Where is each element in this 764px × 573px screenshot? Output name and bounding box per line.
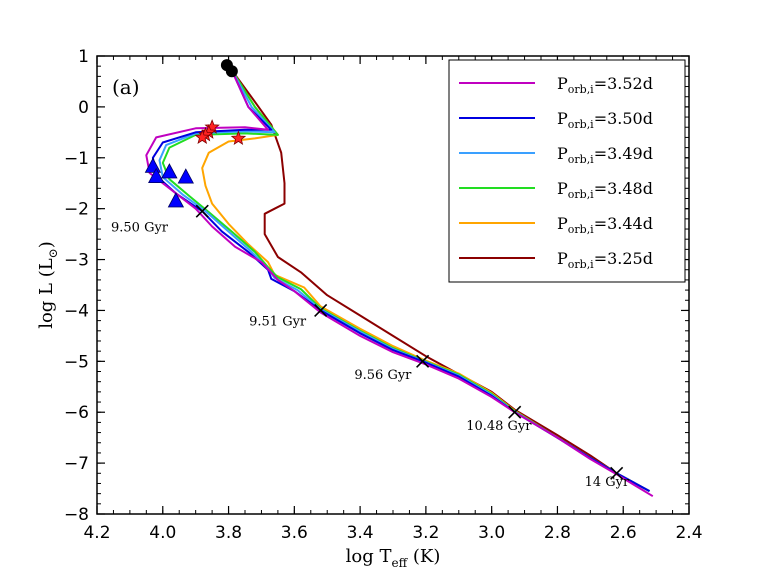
x-tick-label: 3.6: [281, 523, 308, 543]
star-marker: [194, 129, 210, 145]
label-layer: 4.2 4.0 3.8 3.6 3.4 3.2 3.0 2.8 2.6 2.4 1 0 −1 −2 −3 −4…: [64, 47, 703, 543]
x-axis-label: log Teff (K): [346, 546, 441, 570]
series-line: [230, 69, 650, 492]
cross-marker: [314, 303, 328, 318]
y-tick-label: −6: [64, 403, 89, 423]
x-tick-label: 2.4: [675, 523, 702, 543]
star-marker: [230, 130, 247, 146]
age-label: 10.48 Gyr: [466, 419, 532, 434]
legend-label: Porb,i=3.48d: [557, 179, 653, 201]
triangle-marker: [161, 163, 178, 179]
panel-label: (a): [112, 75, 140, 99]
legend-label: Porb,i=3.25d: [557, 249, 653, 271]
marker-layer: [144, 59, 624, 480]
legend-box: [448, 59, 686, 283]
x-tick-label: 3.4: [347, 523, 374, 543]
cross-marker: [508, 405, 522, 419]
age-label: 9.51 Gyr: [249, 315, 307, 330]
legend-label: Porb,i=3.52d: [557, 74, 653, 96]
age-label: 9.56 Gyr: [354, 368, 412, 383]
triangle-marker: [148, 167, 165, 184]
y-tick-label: 0: [78, 98, 89, 118]
series-line: [145, 69, 654, 498]
cross-marker: [195, 204, 209, 218]
x-tick-label: 3.2: [412, 523, 439, 543]
y-tick-label: −3: [64, 251, 89, 271]
y-tick-label: −1: [64, 149, 89, 169]
x-tick-label: 2.6: [610, 523, 637, 543]
legend-label: Porb,i=3.44d: [557, 214, 653, 236]
y-tick-label: −5: [64, 352, 89, 372]
age-label: 9.50 Gyr: [111, 221, 169, 236]
circle-marker: [225, 65, 238, 78]
triangle-marker: [177, 168, 194, 184]
x-tick-label: 3.0: [478, 523, 505, 543]
series-layer: [145, 69, 654, 498]
cross-marker: [416, 354, 430, 368]
x-tick-label: 2.8: [544, 523, 571, 543]
age-label: 14 Gyr: [585, 475, 630, 490]
y-tick-label: −2: [64, 200, 89, 220]
y-tick-label: −8: [64, 505, 89, 525]
y-tick-label: −4: [64, 301, 89, 321]
x-tick-label: 3.8: [215, 523, 242, 543]
legend: Porb,i=3.52d Porb,i=3.50d Porb,i=3.49d Porb…: [448, 59, 686, 283]
y-tick-label: −7: [64, 454, 89, 474]
y-tick-label: 1: [78, 47, 89, 67]
x-tick-label: 4.2: [83, 523, 110, 543]
cross-marker: [610, 466, 624, 480]
x-tick-label: 4.0: [149, 523, 176, 543]
y-axis-label: log L (L⊙): [36, 241, 60, 329]
legend-label: Porb,i=3.49d: [557, 144, 653, 166]
triangle-marker: [167, 192, 185, 208]
legend-label: Porb,i=3.50d: [557, 109, 653, 131]
